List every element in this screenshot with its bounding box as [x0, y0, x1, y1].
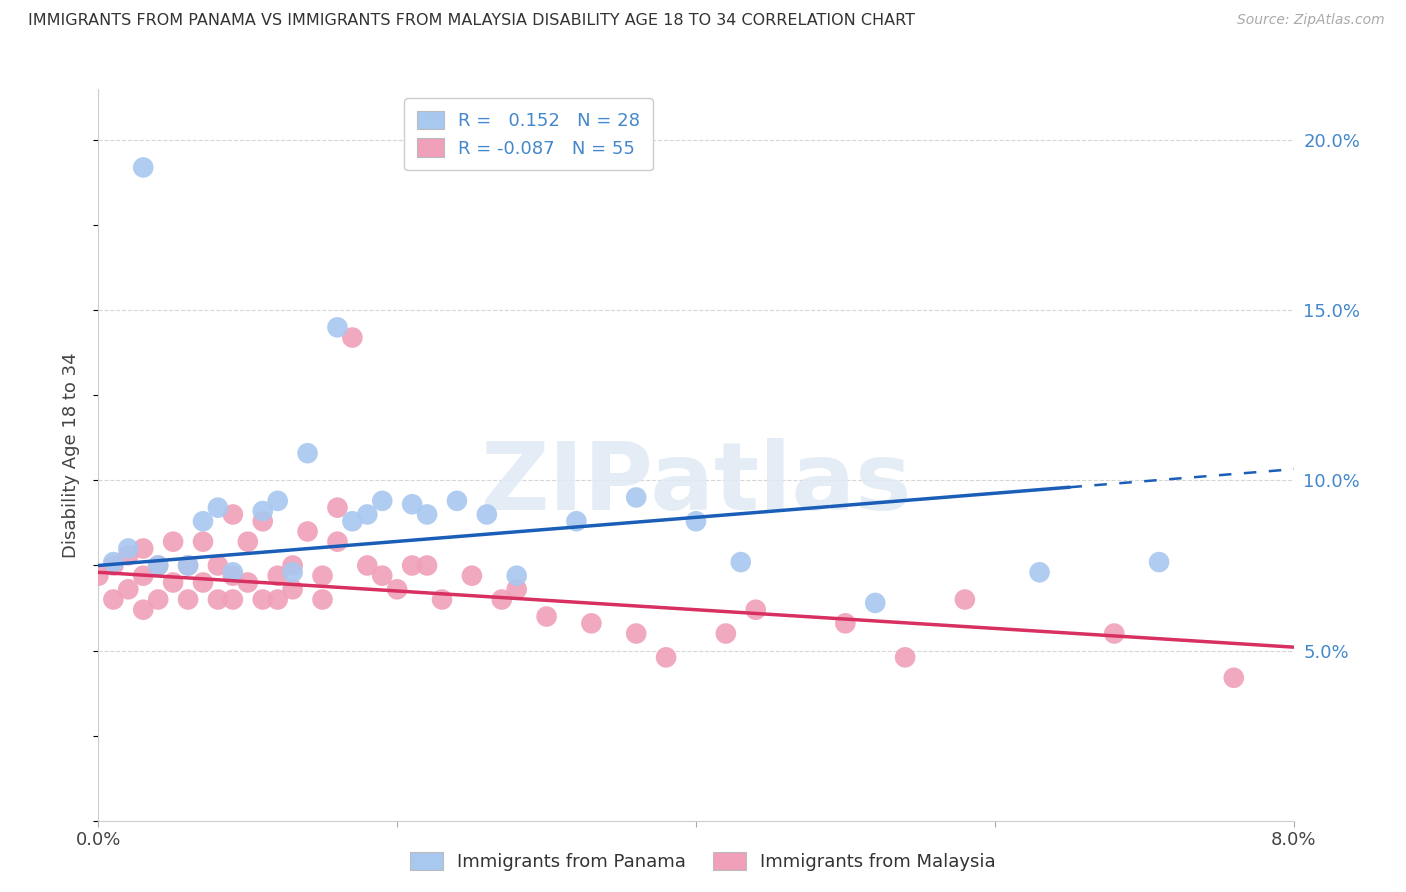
Point	[311, 568, 333, 582]
Point	[491, 592, 513, 607]
Point	[326, 534, 349, 549]
Point	[326, 320, 349, 334]
Point	[326, 500, 349, 515]
Point	[624, 626, 647, 640]
Point	[117, 549, 139, 563]
Point	[297, 524, 319, 539]
Point	[222, 508, 245, 522]
Legend: Immigrants from Panama, Immigrants from Malaysia: Immigrants from Panama, Immigrants from …	[404, 845, 1002, 879]
Point	[371, 568, 394, 582]
Point	[267, 568, 290, 582]
Point	[371, 493, 394, 508]
Point	[191, 514, 214, 528]
Point	[177, 558, 200, 573]
Point	[297, 446, 319, 460]
Point	[148, 558, 170, 573]
Point	[506, 582, 529, 597]
Point	[132, 603, 155, 617]
Point	[624, 491, 647, 505]
Point	[177, 558, 200, 573]
Point	[222, 592, 245, 607]
Point	[132, 161, 155, 175]
Point	[1028, 566, 1050, 580]
Point	[177, 592, 200, 607]
Legend: R =   0.152   N = 28, R = -0.087   N = 55: R = 0.152 N = 28, R = -0.087 N = 55	[405, 98, 652, 170]
Y-axis label: Disability Age 18 to 34: Disability Age 18 to 34	[62, 352, 80, 558]
Point	[385, 582, 409, 597]
Point	[416, 508, 439, 522]
Point	[281, 582, 304, 597]
Point	[536, 609, 558, 624]
Point	[207, 500, 229, 515]
Point	[565, 514, 588, 528]
Point	[863, 596, 886, 610]
Point	[430, 592, 453, 607]
Point	[103, 558, 125, 573]
Point	[1147, 555, 1170, 569]
Point	[117, 541, 139, 556]
Point	[87, 568, 110, 582]
Point	[311, 592, 333, 607]
Point	[655, 650, 678, 665]
Point	[252, 514, 274, 528]
Point	[953, 592, 976, 607]
Point	[162, 575, 184, 590]
Point	[103, 555, 125, 569]
Point	[1102, 626, 1125, 640]
Point	[446, 493, 468, 508]
Point	[132, 541, 155, 556]
Text: IMMIGRANTS FROM PANAMA VS IMMIGRANTS FROM MALAYSIA DISABILITY AGE 18 TO 34 CORRE: IMMIGRANTS FROM PANAMA VS IMMIGRANTS FRO…	[28, 13, 915, 29]
Point	[714, 626, 737, 640]
Point	[148, 592, 170, 607]
Point	[834, 616, 856, 631]
Point	[148, 558, 170, 573]
Point	[461, 568, 484, 582]
Point	[356, 508, 378, 522]
Point	[416, 558, 439, 573]
Point	[252, 504, 274, 518]
Point	[207, 558, 229, 573]
Point	[342, 514, 364, 528]
Point	[475, 508, 498, 522]
Text: ZIPatlas: ZIPatlas	[481, 438, 911, 530]
Point	[685, 514, 707, 528]
Point	[506, 568, 529, 582]
Point	[191, 575, 214, 590]
Point	[1222, 671, 1246, 685]
Point	[191, 534, 214, 549]
Point	[267, 493, 290, 508]
Point	[356, 558, 378, 573]
Point	[730, 555, 752, 569]
Point	[894, 650, 917, 665]
Point	[236, 534, 259, 549]
Point	[207, 592, 229, 607]
Point	[281, 566, 304, 580]
Point	[342, 330, 364, 344]
Point	[745, 603, 768, 617]
Point	[222, 568, 245, 582]
Point	[162, 534, 184, 549]
Point	[252, 592, 274, 607]
Point	[236, 575, 259, 590]
Point	[222, 566, 245, 580]
Point	[267, 592, 290, 607]
Point	[281, 558, 304, 573]
Point	[117, 582, 139, 597]
Point	[132, 568, 155, 582]
Point	[401, 558, 423, 573]
Point	[401, 497, 423, 511]
Point	[103, 592, 125, 607]
Point	[581, 616, 603, 631]
Text: Source: ZipAtlas.com: Source: ZipAtlas.com	[1237, 13, 1385, 28]
